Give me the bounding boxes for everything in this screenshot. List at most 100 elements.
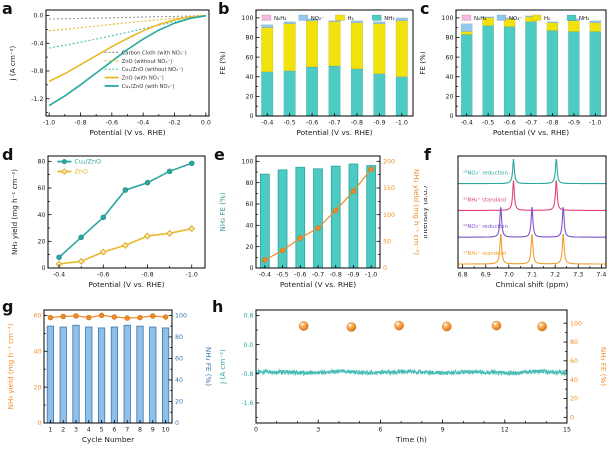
axis-text: 15 — [563, 427, 571, 434]
point-NH₃ yield — [350, 188, 357, 194]
axis-text: 0 — [249, 265, 253, 272]
point-NH₃ FE — [47, 314, 54, 321]
axis-text: -0.8 — [141, 272, 153, 279]
legend-swatch-H₂ — [531, 14, 542, 21]
legend-swatch-NO₂⁻ — [496, 14, 507, 21]
axis-text: 100 — [241, 159, 253, 166]
point-NH₃ yield — [368, 166, 374, 173]
point-NH₃ yield — [315, 225, 321, 231]
nmr-trace-¹⁵NO₃⁻ reduction — [458, 158, 606, 185]
panel-d-chart: -0.4 -0.6 -0.8 -1.0 0 20 40 60 80 Potential (V vs… — [10, 155, 206, 289]
panel-e: e -0.4 -0.5 -0.6 -0.7 -0.8 -0.9 -1.0 0 20 40 60 80 1… — [214, 145, 424, 300]
legend-swatch-N₂H₄ — [261, 14, 272, 21]
axes-b: -0.4 -0.5 -0.6 -0.7 -0.8 -0.9 -1.0 0 20 40 60 80 100… — [218, 9, 414, 137]
legend-label: Cu₁/ZnO — [74, 158, 101, 166]
axes-c: -0.4 -0.5 -0.6 -0.7 -0.8 -0.9 -1.0 0 20 40 60 80 100… — [420, 9, 607, 137]
bar-NH₃ — [328, 65, 341, 117]
panel-letter-e: e — [214, 145, 225, 164]
axis-text: 60 — [570, 358, 578, 365]
axis-text: 0.0 — [33, 13, 43, 20]
axis-text: 7.1 — [527, 272, 537, 279]
y2-axis-label: NH₃ yield (mg h⁻¹ cm⁻²) — [412, 169, 421, 255]
bar-H₂ — [373, 23, 386, 74]
axis-text: -0.7 — [525, 120, 537, 127]
axis-text: -0.9 — [373, 120, 385, 127]
axis-text: 3 — [316, 427, 320, 434]
axis-text: 40 — [245, 74, 253, 81]
axis-text: -0.9 — [347, 272, 359, 279]
panel-c-chart: -0.4 -0.5 -0.6 -0.7 -0.8 -0.9 -1.0 0 20 40 60 80 100… — [420, 9, 607, 137]
axis-text: 6.9 — [481, 272, 491, 279]
marker-circle — [166, 168, 173, 175]
point-NH₃ FE — [162, 314, 169, 320]
panel-letter-a: a — [2, 0, 13, 18]
panel-e-chart: -0.4 -0.5 -0.6 -0.7 -0.8 -0.9 -1.0 0 20 40 60 80 100… — [218, 155, 421, 289]
axis-text: 7.2 — [550, 272, 560, 279]
panel-letter-f: f — [424, 145, 431, 164]
legend-label: ZnO — [74, 168, 87, 176]
bar-NH₃ — [503, 26, 516, 117]
axis-text: -0.8 — [74, 120, 86, 127]
bar-NH₃ — [283, 70, 296, 117]
panel-b-chart: -0.4 -0.5 -0.6 -0.7 -0.8 -0.9 -1.0 0 20 40 60 80 100… — [218, 9, 414, 137]
marker-circle — [144, 179, 151, 186]
axis-text: -0.8 — [31, 68, 43, 75]
marker-circle — [188, 160, 195, 167]
axis-text: -0.6 — [97, 272, 109, 279]
x-axis-label: Potential (V vs. RHE) — [280, 280, 356, 289]
axis-text: -0.4 — [261, 120, 273, 127]
y-axis-label: NH₃ FE (%) — [218, 192, 227, 232]
bar-NH₃ yield — [85, 326, 93, 424]
point-NH₃ yield — [297, 235, 303, 241]
axis-text: 9 — [441, 427, 445, 434]
axis-text: 60 — [445, 54, 453, 61]
axis-text: 80 — [570, 339, 578, 346]
fe-sphere — [491, 320, 502, 331]
axis-text: -0.8 — [546, 120, 558, 127]
bar-NH₃ — [261, 71, 274, 117]
bar-H₂ — [395, 20, 408, 77]
plot-e — [260, 163, 376, 269]
axis-text: -0.5 — [283, 120, 295, 127]
axis-text: 50 — [383, 239, 391, 246]
legend-swatch-NH₃ — [372, 14, 382, 21]
axes-h: 0 3 6 9 12 15 0.8 0.0 -0.8 -1.6 0 20 40 60 80 100 Time (… — [218, 309, 608, 444]
axis-text: 1 — [48, 427, 52, 434]
bar-NH₃ FE — [260, 173, 270, 269]
axis-text: 60 — [33, 313, 41, 320]
bar-NH₃ — [306, 66, 319, 117]
marker-circle — [100, 214, 107, 221]
bar-NO₂⁻ — [395, 17, 408, 21]
fe-sphere — [298, 321, 309, 331]
point-NH₃ FE — [137, 314, 143, 321]
bar-H₂ — [568, 20, 580, 32]
y-axis-label: Intensity (a.u.) — [424, 185, 429, 238]
bar-NH₃ FE — [313, 168, 323, 269]
axis-text: 0.8 — [243, 313, 253, 320]
fe-sphere — [441, 321, 452, 332]
bar-NH₃ — [350, 68, 363, 117]
bar-H₂ — [503, 18, 516, 27]
axis-text: 80 — [245, 35, 253, 42]
legend-label: NO₂⁻ — [509, 16, 522, 22]
panel-letter-b: b — [218, 0, 230, 18]
point-NH₃ FE — [150, 313, 156, 319]
y2-axis-label: NH₃ FE (%) — [599, 347, 608, 387]
x-axis-label: Potential (V vs. RHE) — [296, 128, 372, 137]
y-axis-label: FE (%) — [218, 51, 227, 75]
bar-NO₂⁻ — [460, 23, 473, 32]
bar-NH₃ yield — [149, 326, 157, 424]
bar-NO₂⁻ — [546, 21, 559, 23]
axis-text: 40 — [175, 377, 183, 384]
axis-text: 100 — [570, 320, 582, 327]
axis-text: -1.6 — [241, 400, 253, 407]
legend-swatch-NH₃ — [566, 14, 577, 21]
axis-text: 20 — [33, 384, 41, 391]
axis-text: 40 — [570, 377, 578, 384]
panel-d: d -0.4 -0.6 -0.8 -1.0 0 20 40 60 80 Potential (V … — [2, 145, 214, 300]
legend-swatch-NO₂⁻ — [298, 14, 308, 21]
axis-text: 60 — [37, 185, 45, 192]
panel-c: c -0.4 -0.5 -0.6 -0.7 -0.8 -0.9 -1.0 0 20 40 60 80 1… — [420, 0, 613, 146]
